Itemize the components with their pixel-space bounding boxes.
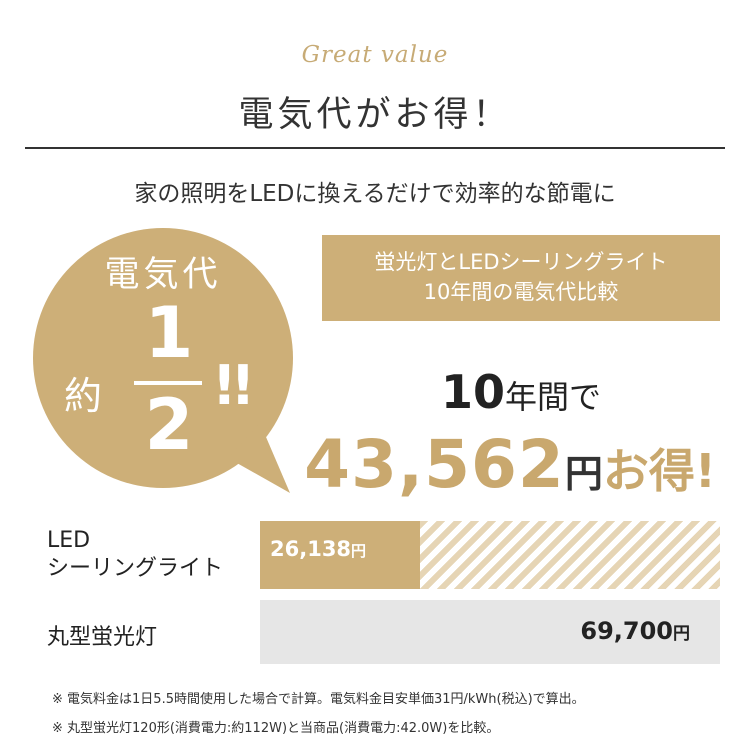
led-bar [260, 521, 420, 589]
fluorescent-label: 丸型蛍光灯 [47, 625, 158, 650]
fluorescent-value-number: 69,700 [580, 617, 673, 645]
comparison-line1: 蛍光灯とLEDシーリングライト [374, 250, 668, 274]
comparison-box: 蛍光灯とLEDシーリングライト 10年間の電気代比較 [322, 235, 720, 321]
subtitle: 家の照明をLEDに換えるだけで効率的な節電に [134, 181, 616, 207]
led-value-unit: 円 [351, 542, 367, 560]
comparison-line2: 10年間の電気代比較 [423, 280, 619, 304]
led-value: 26,138円 [270, 537, 366, 561]
led-label-line1: LED [47, 528, 91, 553]
divider [25, 147, 725, 149]
bubble-top-text: 電気代 [104, 255, 222, 295]
fraction-bar [134, 381, 202, 385]
page-title: 電気代がお得！ [238, 95, 512, 135]
savings-stripes [420, 521, 720, 589]
fluorescent-bar [260, 600, 720, 664]
fraction-denominator: 2 [144, 384, 194, 466]
footnote-2: ※ 丸型蛍光灯120形(消費電力:約112W)と当商品(消費電力:42.0W)を… [52, 721, 500, 736]
savings-headline: 43,562円お得! [290, 426, 730, 503]
fluorescent-value-unit: 円 [673, 624, 690, 644]
led-label-line2: シーリングライト [47, 556, 224, 581]
led-label: LED シーリングライト [47, 527, 223, 583]
footnote-1: ※ 電気料金は1日5.5時間使用した場合で計算。電気料金目安単価31円/kWh(… [52, 692, 585, 707]
fraction-numerator: 1 [144, 292, 194, 374]
savings-amount: 43,562 [304, 426, 565, 503]
bubble-approx: 約 [64, 374, 103, 418]
savings-otoku: お得! [602, 444, 716, 498]
savings-yen: 円 [564, 452, 603, 496]
tagline: Great value [301, 42, 449, 68]
years-label: 年間 [504, 378, 569, 416]
speech-bubble-icon [33, 228, 293, 493]
led-value-number: 26,138 [270, 537, 352, 561]
bubble-exclaim: !! [212, 354, 255, 417]
years-number: 10 [440, 365, 505, 419]
fluorescent-value: 69,700円 [500, 617, 690, 645]
ten-years-headline: 10年間で [322, 365, 720, 419]
de-text: で [569, 378, 602, 416]
